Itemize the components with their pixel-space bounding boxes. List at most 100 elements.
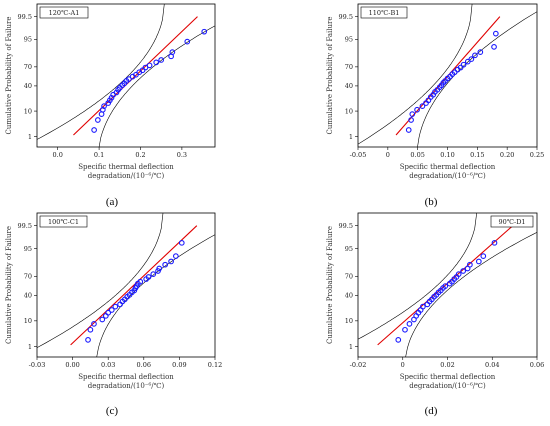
panel-c: 1 10 40 70 95 99.5 -0.03 0.00 0.03 0.06 0.09 0.12 10… — [5, 212, 222, 417]
data-point — [91, 127, 97, 133]
data-point — [395, 337, 402, 343]
panel-caption: (b) — [425, 196, 438, 208]
data-point — [492, 30, 499, 37]
panel-label-box — [39, 6, 89, 19]
confidence-band-upper — [96, 234, 215, 357]
data-point — [137, 278, 144, 285]
x-tick-label: 0.00 — [65, 361, 79, 369]
y-tick-label: 10 — [24, 107, 32, 115]
y-tick-label: 1 — [349, 133, 353, 141]
data-point — [419, 103, 426, 110]
x-tick-label: 0.03 — [101, 361, 115, 369]
data-point — [153, 59, 160, 66]
data-point — [201, 28, 208, 35]
panel-label: 120℃-A1 — [49, 9, 80, 17]
data-point — [101, 103, 107, 110]
x-tick-label: 0.1 — [94, 151, 104, 159]
data-point — [460, 268, 467, 274]
data-point — [408, 117, 414, 123]
x-tick-label: 0.15 — [470, 151, 484, 159]
panel-b: 1 10 40 70 95 99.5 -0.05 0 0.05 0.10 0.15 0.20 0.25 1… — [326, 3, 544, 208]
x-tick-label: 0.20 — [500, 151, 514, 159]
y-tick-label: 95 — [24, 36, 32, 44]
confidence-band-lower — [358, 213, 477, 340]
panel-label: 110℃-B1 — [369, 9, 400, 17]
data-point — [480, 253, 487, 260]
data-point — [178, 239, 185, 246]
x-axis-label-unit: degradation/(10⁻⁶/℃) — [88, 382, 165, 390]
data-point — [150, 271, 157, 277]
y-tick-label: 1 — [349, 343, 353, 351]
data-point — [409, 111, 416, 117]
confidence-band-lower — [37, 213, 164, 348]
fit-line — [70, 225, 198, 346]
y-tick-label: 70 — [345, 63, 353, 71]
y-tick-label: 99.5 — [18, 13, 32, 21]
data-point — [472, 52, 478, 59]
data-point — [85, 337, 91, 343]
data-point — [146, 62, 153, 69]
data-point — [145, 274, 152, 280]
y-tick-label: 1 — [28, 343, 32, 351]
data-point — [442, 283, 449, 289]
data-point — [158, 57, 165, 63]
confidence-band-lower — [358, 4, 473, 145]
x-tick-label: -0.05 — [350, 151, 367, 159]
x-tick-label: 0.3 — [177, 151, 187, 159]
data-point — [162, 261, 169, 268]
x-tick-label: 0.06 — [530, 361, 544, 369]
data-point — [168, 258, 174, 265]
x-tick-label: 0 — [386, 151, 390, 159]
fit-line — [73, 16, 198, 136]
x-axis-label: Specific thermal deflection — [400, 163, 496, 171]
x-tick-label: 0.2 — [135, 151, 145, 159]
x-tick-label: 0.09 — [172, 361, 186, 369]
confidence-band-upper — [98, 25, 215, 147]
data-point — [99, 316, 106, 323]
data-point — [406, 321, 413, 327]
y-tick-label: 40 — [345, 292, 353, 300]
panel-label-box — [39, 215, 88, 228]
data-point — [457, 64, 464, 71]
panel-caption: (c) — [106, 405, 119, 417]
panel-label-box — [490, 215, 534, 228]
x-tick-label: 0.06 — [137, 361, 151, 369]
data-point — [475, 258, 482, 265]
x-tick-label: 0.25 — [530, 151, 544, 159]
y-axis-label: Cumulative Probability of Failure — [326, 226, 334, 344]
y-axis-label: Cumulative Probability of Failure — [5, 226, 13, 344]
data-point — [491, 44, 497, 50]
data-point — [169, 49, 176, 55]
data-point — [99, 106, 106, 113]
y-tick-label: 10 — [345, 317, 353, 325]
data-point — [91, 321, 97, 327]
y-tick-label: 70 — [345, 272, 353, 280]
y-tick-label: 70 — [24, 63, 32, 71]
confidence-band-upper — [405, 231, 537, 357]
data-point — [172, 253, 179, 260]
y-tick-label: 99.5 — [339, 13, 353, 21]
data-point — [95, 117, 101, 123]
y-tick-label: 70 — [24, 272, 32, 280]
data-point — [156, 265, 163, 272]
fit-line — [377, 225, 514, 346]
y-tick-label: 99.5 — [18, 222, 32, 230]
y-tick-label: 99.5 — [339, 222, 353, 230]
y-axis-label: Cumulative Probability of Failure — [326, 17, 334, 135]
y-tick-label: 1 — [28, 133, 32, 141]
x-axis-label: Specific thermal deflection — [78, 373, 174, 381]
data-point — [455, 271, 462, 277]
x-tick-label: 0.04 — [485, 361, 499, 369]
x-tick-label: 0.02 — [440, 361, 454, 369]
x-tick-label: 0 — [401, 361, 405, 369]
panel-a: 1 10 40 70 95 99.5 0.0 0.1 0.2 0.3 120℃-A1 Specific… — [5, 3, 216, 208]
x-axis-label: Specific thermal deflection — [78, 163, 174, 171]
data-point — [420, 303, 426, 310]
data-point — [112, 303, 119, 310]
x-tick-label: -0.02 — [350, 361, 367, 369]
x-tick-label: 0.05 — [410, 151, 424, 159]
data-point — [184, 38, 191, 45]
plot-frame — [36, 3, 216, 148]
y-tick-label: 95 — [24, 245, 32, 253]
